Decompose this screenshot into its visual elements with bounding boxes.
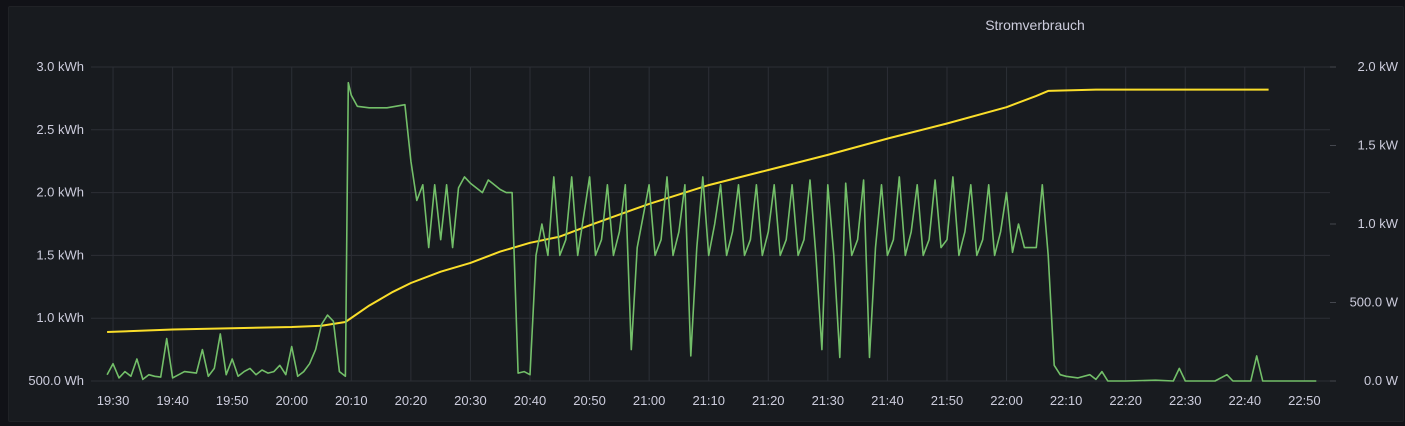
x-tick-label: 19:30: [97, 393, 130, 408]
x-tick-label: 21:50: [931, 393, 964, 408]
x-tick-label: 22:50: [1288, 393, 1321, 408]
series-line-energy: [107, 90, 1269, 332]
x-tick-label: 21:00: [633, 393, 666, 408]
x-tick-label: 21:30: [812, 393, 845, 408]
grid: [91, 67, 1330, 381]
x-tick-label: 19:50: [216, 393, 249, 408]
series-line-power: [107, 83, 1316, 381]
left-tick-label: 2.0 kWh: [36, 185, 84, 200]
x-tick-label: 22:30: [1169, 393, 1202, 408]
x-tick-label: 19:40: [156, 393, 189, 408]
x-tick-label: 20:00: [275, 393, 308, 408]
x-tick-label: 20:10: [335, 393, 368, 408]
x-tick-label: 20:50: [573, 393, 606, 408]
x-tick-label: 22:10: [1050, 393, 1083, 408]
left-tick-label: 3.0 kWh: [36, 59, 84, 74]
x-axis: 19:30 19:40 19:50 20:00 20:10 20:20 20:30 20:40…: [97, 393, 1321, 408]
left-tick-label: 2.5 kWh: [36, 122, 84, 137]
x-tick-label: 20:20: [395, 393, 428, 408]
left-axis: 500.0 Wh 1.0 kWh 1.5 kWh 2.0 kWh 2.5 kWh 3.0 …: [28, 59, 84, 388]
right-axis: 0.0 W 500.0 W 1.0 kW 1.5 kW 2.0 kW: [1330, 59, 1399, 388]
x-tick-label: 21:10: [692, 393, 725, 408]
right-tick-label: 1.5 kW: [1358, 138, 1399, 153]
left-tick-label: 1.5 kWh: [36, 247, 84, 262]
right-tick-label: 1.0 kW: [1358, 216, 1399, 231]
x-tick-label: 22:20: [1109, 393, 1142, 408]
x-tick-label: 21:20: [752, 393, 785, 408]
left-tick-label: 1.0 kWh: [36, 310, 84, 325]
x-tick-label: 22:00: [990, 393, 1023, 408]
x-tick-label: 20:40: [514, 393, 547, 408]
series-group: [107, 83, 1316, 381]
left-tick-label: 500.0 Wh: [28, 373, 84, 388]
x-tick-label: 20:30: [454, 393, 487, 408]
right-tick-label: 500.0 W: [1350, 295, 1399, 310]
x-tick-label: 21:40: [871, 393, 904, 408]
right-tick-label: 0.0 W: [1364, 373, 1399, 388]
right-tick-label: 2.0 kW: [1358, 59, 1399, 74]
x-tick-label: 22:40: [1229, 393, 1262, 408]
